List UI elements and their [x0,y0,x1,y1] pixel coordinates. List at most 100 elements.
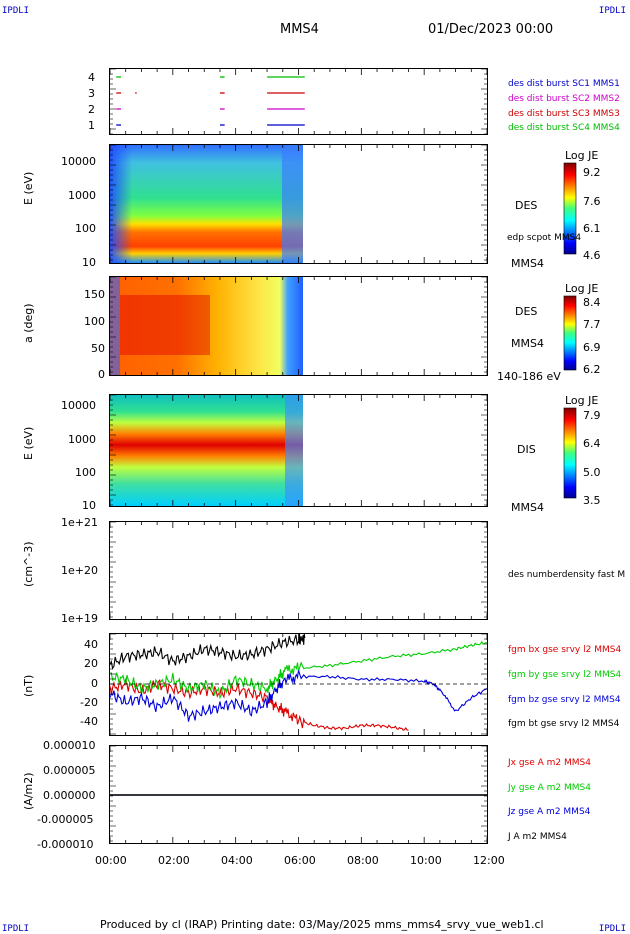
ytick: 1000 [68,189,96,202]
bfield-frame [109,633,488,736]
corner-tag-bl: IPDLI [2,924,30,934]
overlay-label: edp scpot MMS4 [507,233,582,243]
xtick: 04:00 [221,854,253,867]
ytick: 150 [84,288,105,301]
y-axis-label: E (eV) [22,426,35,460]
bfield-series-line [109,633,306,670]
ytick: 20 [84,657,98,670]
colorbar-tick: 8.4 [583,296,601,309]
legend-item: Jz gse A m2 MMS4 [508,807,591,817]
ytick: 0 [98,368,105,381]
sc-label: MMS4 [511,257,544,270]
xtick: 10:00 [410,854,442,867]
colorbar-tick: 6.2 [583,363,601,376]
ytick: 100 [84,315,105,328]
xtick: 06:00 [284,854,316,867]
corner-tag-tl: IPDLI [2,6,30,16]
bfield-lines [109,633,488,731]
legend-item: fgm bx gse srvy l2 MMS4 [508,645,622,655]
sc-label: MMS4 [511,501,544,514]
colorbar-title: Log JE [565,282,599,295]
colorbar-tick: 6.9 [583,341,601,354]
colorbar-tick: 4.6 [583,249,601,262]
colorbar-tick: 7.9 [583,409,601,422]
corner-tag-tr: IPDLI [598,6,626,16]
legend-item: J A m2 MMS4 [508,832,567,842]
ytick: 1e+19 [61,612,98,625]
ytick: 40 [84,638,98,651]
ytick: -0.000010 [37,838,94,851]
ytick: 10000 [61,155,96,168]
ytick: 4 [88,71,95,84]
species-label: DES [515,199,538,212]
spacecraft-title: MMS4 [280,22,319,37]
legend-item: fgm by gse srvy l2 MMS4 [508,670,622,680]
dis-energy-tail [285,395,303,506]
date-title: 01/Dec/2023 00:00 [428,22,554,37]
avail-frame [109,68,488,135]
ytick: 0.000000 [43,789,96,802]
des-energy-edge [110,145,132,263]
bfield-series-line [109,670,488,722]
legend-item: des numberdensity fast M [508,570,626,580]
colorbar-title: Log JE [565,394,599,407]
ytick: 0.000005 [43,764,96,777]
des-pitch-core [120,295,210,355]
species-label: DES [515,305,538,318]
colorbar-des-energy [563,162,577,255]
ytick: 10 [82,499,96,512]
dis-energy-frame [109,394,488,507]
ytick: 100 [75,466,96,479]
sc-label: MMS4 [511,337,544,350]
ytick: 1 [88,119,95,132]
bfield-series-line [109,677,409,731]
current-frame [109,745,488,844]
colorbar-tick: 7.6 [583,195,601,208]
legend-item: Jy gse A m2 MMS4 [508,783,591,793]
ytick: 10 [82,256,96,269]
axis-ticks [109,68,488,843]
colorbar-dis-energy [563,407,577,499]
colorbar-tick: 5.0 [583,466,601,479]
ytick: -20 [80,696,98,709]
ytick: 3 [88,87,95,100]
legend-item: des dist burst SC1 MMS1 [508,79,620,89]
xtick: 08:00 [347,854,379,867]
legend-item: fgm bt gse srvy l2 MMS4 [508,719,620,729]
ytick: 1e+20 [61,564,98,577]
ytick: 0.000010 [43,739,96,752]
colorbar-title: Log JE [565,149,599,162]
xtick: 02:00 [158,854,190,867]
legend-item: fgm bz gse srvy l2 MMS4 [508,695,621,705]
corner-tag-br: IPDLI [598,924,626,934]
des-energy-frame [109,144,488,264]
species-label: DIS [517,443,536,456]
colorbar-tick: 6.4 [583,437,601,450]
y-axis-label: (cm^-3) [22,541,35,587]
des-pitch-edge [110,277,120,375]
bfield-series-line [109,640,488,700]
energy-range-label: 140-186 eV [497,370,561,383]
legend-item: des dist burst SC4 MMS4 [508,123,620,133]
des-pitch-frame [109,276,488,376]
colorbar-des-pitch [563,295,577,371]
ytick: -0.000005 [37,813,94,826]
colorbar-tick: 7.7 [583,318,601,331]
des-energy-tail [282,145,303,263]
y-axis-label: E (eV) [22,171,35,205]
dis-energy-spectrogram [110,395,303,506]
legend-item: Jx gse A m2 MMS4 [508,758,591,768]
xtick: 12:00 [473,854,505,867]
legend-item: des dist burst SC3 MMS3 [508,109,620,119]
des-energy-spectrogram [110,145,303,263]
des-pitch-spectrogram [110,277,303,375]
legend-item: des dist burst SC2 MMS2 [508,94,620,104]
density-frame [109,521,488,620]
footer-text: Produced by cl (IRAP) Printing date: 03/… [100,918,544,931]
colorbar-tick: 3.5 [583,494,601,507]
avail-lines [116,76,305,126]
colorbar-tick: 9.2 [583,166,601,179]
y-axis-label: a (deg) [22,303,35,343]
ytick: 1e+21 [61,516,98,529]
